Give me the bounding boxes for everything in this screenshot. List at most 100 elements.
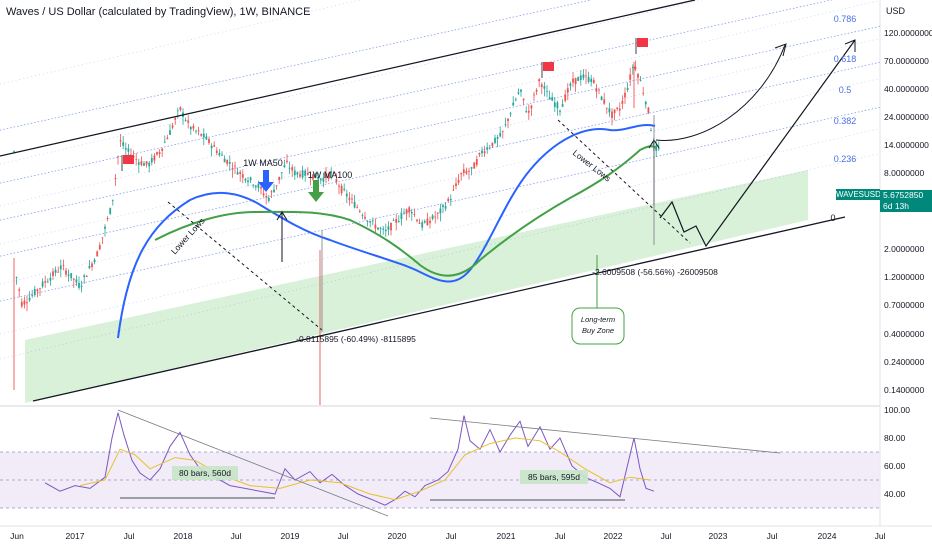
candle-body bbox=[96, 251, 99, 257]
candle-body bbox=[418, 222, 421, 224]
y-tick-label: 0.1400000 bbox=[884, 385, 924, 395]
ma50-arrow bbox=[258, 170, 274, 192]
candle-body bbox=[452, 189, 455, 191]
candle-body bbox=[260, 187, 262, 189]
fib-line-minor bbox=[0, 0, 704, 165]
x-tick-label: Jul bbox=[875, 531, 886, 541]
candle-body bbox=[395, 219, 398, 223]
projection-path bbox=[659, 39, 856, 248]
candle-body bbox=[353, 201, 356, 208]
candle-body bbox=[278, 176, 281, 180]
lower-lows-line bbox=[557, 119, 691, 244]
candle-body bbox=[405, 209, 408, 214]
candle-body bbox=[236, 172, 239, 175]
candle-body bbox=[106, 218, 109, 219]
candle-body bbox=[577, 77, 580, 81]
candle-body bbox=[143, 163, 145, 166]
candle-body bbox=[239, 172, 242, 175]
lower-lows-label: Lower Lows bbox=[169, 216, 207, 256]
candle-body bbox=[197, 130, 200, 132]
candle-body bbox=[509, 113, 512, 115]
candle-body bbox=[608, 108, 611, 113]
candle-body bbox=[377, 227, 379, 230]
candle-body bbox=[262, 193, 265, 196]
x-tick-label: Jul bbox=[124, 531, 135, 541]
candle-body bbox=[574, 77, 577, 85]
candle-body bbox=[504, 124, 507, 125]
candle-body bbox=[109, 208, 112, 215]
buy-zone-label: Buy Zone bbox=[582, 326, 614, 335]
candle-body bbox=[226, 159, 229, 164]
candle-body bbox=[322, 177, 325, 182]
rsi-line bbox=[44, 412, 655, 506]
y-tick-label: 0.4000000 bbox=[884, 329, 924, 339]
x-tick-label: 2019 bbox=[281, 531, 300, 541]
candle-body bbox=[62, 264, 65, 266]
candle-body bbox=[462, 169, 465, 174]
x-tick-label: Jun bbox=[10, 531, 24, 541]
candle-body bbox=[156, 152, 158, 155]
candle-body bbox=[291, 167, 294, 171]
candle-body bbox=[546, 90, 548, 92]
candle-body bbox=[49, 277, 52, 281]
candle-body bbox=[533, 94, 535, 96]
rsi-trendline bbox=[429, 417, 781, 454]
candle-body bbox=[556, 102, 559, 109]
candle-body bbox=[20, 301, 23, 307]
channel-bottom bbox=[32, 216, 846, 402]
candle-body bbox=[195, 130, 197, 132]
candle-body bbox=[247, 180, 249, 183]
candle-body bbox=[642, 92, 645, 94]
candle-body bbox=[408, 207, 411, 213]
candle-body bbox=[176, 110, 179, 112]
y-tick-label: 2.0000000 bbox=[884, 244, 924, 254]
fib-label: 0.382 bbox=[834, 116, 857, 126]
rsi-tick-label: 40.00 bbox=[884, 489, 906, 499]
candle-body bbox=[36, 289, 39, 292]
candle-body bbox=[637, 74, 639, 78]
candle-body bbox=[590, 78, 593, 83]
candle-body bbox=[470, 167, 473, 169]
candle-body bbox=[80, 285, 83, 287]
candle-body bbox=[85, 275, 88, 277]
x-tick-label: 2021 bbox=[497, 531, 516, 541]
candle-body bbox=[234, 165, 236, 167]
fib-line-minor bbox=[0, 0, 881, 207]
x-tick-label: 2023 bbox=[709, 531, 728, 541]
candle-body bbox=[457, 179, 460, 183]
chart-title: Waves / US Dollar (calculated by Trading… bbox=[6, 6, 311, 18]
candle-body bbox=[114, 177, 117, 179]
candle-body bbox=[559, 110, 561, 112]
candle-body bbox=[150, 157, 153, 163]
candle-body bbox=[514, 99, 517, 101]
channel-top bbox=[0, 0, 696, 157]
candle-body bbox=[475, 159, 478, 165]
arrowhead bbox=[276, 211, 288, 221]
candle-body bbox=[447, 198, 450, 201]
candle-body bbox=[348, 197, 351, 200]
candle-body bbox=[54, 269, 57, 273]
candle-body bbox=[397, 220, 400, 222]
x-tick-label: Jul bbox=[555, 531, 566, 541]
candle-body bbox=[611, 111, 613, 119]
candle-body bbox=[158, 152, 161, 154]
x-tick-label: Jul bbox=[231, 531, 242, 541]
candle-body bbox=[626, 88, 629, 90]
candle-body bbox=[499, 132, 502, 137]
candle-body bbox=[481, 150, 483, 154]
candle-body bbox=[213, 145, 216, 147]
bars-label: 85 bars, 595d bbox=[528, 472, 580, 482]
candle-body bbox=[101, 237, 104, 239]
candle-body bbox=[426, 218, 429, 226]
candle-body bbox=[70, 273, 73, 279]
candle-body bbox=[117, 156, 119, 158]
rsi-tick-label: 80.00 bbox=[884, 433, 906, 443]
x-tick-label: 2022 bbox=[604, 531, 623, 541]
candle-body bbox=[356, 207, 359, 208]
candle-body bbox=[390, 222, 392, 231]
projection-curve bbox=[655, 44, 786, 141]
candle-body bbox=[137, 162, 140, 165]
candle-body bbox=[431, 215, 434, 219]
candle-body bbox=[169, 130, 171, 135]
